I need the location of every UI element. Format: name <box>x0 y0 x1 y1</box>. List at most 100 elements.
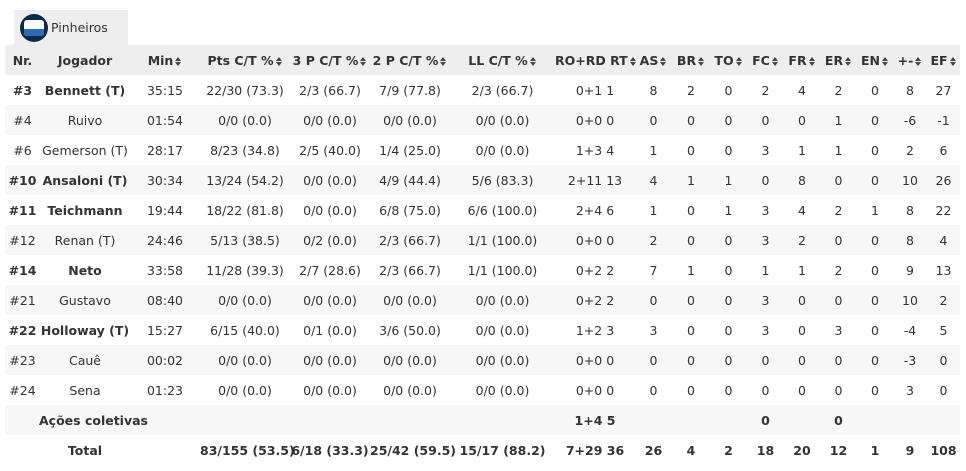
table-cell <box>893 405 927 435</box>
player-name[interactable]: Ansaloni (T) <box>40 165 130 195</box>
table-cell: 0/0 (0.0) <box>475 382 530 398</box>
sort-icon[interactable] <box>949 56 957 66</box>
sort-icon[interactable] <box>915 56 922 66</box>
table-cell: 0 <box>784 345 820 375</box>
table-cell <box>927 405 960 435</box>
player-name[interactable]: Sena <box>69 382 101 398</box>
player-name[interactable]: Ruivo <box>40 105 130 135</box>
table-cell: 15/17 (88.2) <box>459 442 546 458</box>
sort-icon[interactable] <box>808 56 816 66</box>
table-cell <box>857 405 893 435</box>
sort-icon[interactable] <box>698 56 705 66</box>
table-cell: 4/9 (44.4) <box>370 165 450 195</box>
column-header[interactable]: LL C/T % <box>450 45 555 75</box>
table-cell: 3 <box>834 322 843 338</box>
table-cell: 11/28 (39.3) <box>206 262 284 278</box>
column-header[interactable]: 3 P C/T % <box>290 45 370 75</box>
table-cell: 6/18 (33.3) <box>291 442 369 458</box>
table-cell: #23 <box>5 345 40 375</box>
table-cell: 0+0 0 <box>575 382 615 398</box>
table-cell: #4 <box>5 105 40 135</box>
table-cell: -3 <box>893 345 927 375</box>
table-cell: 5/6 (83.3) <box>450 165 555 195</box>
column-header-label: 2 P C/T % <box>372 52 439 68</box>
column-header[interactable]: TO <box>710 45 747 75</box>
table-cell: 1 <box>724 202 733 218</box>
table-cell: 0 <box>635 285 672 315</box>
table-cell: 0 <box>672 345 710 375</box>
column-header[interactable]: Pts C/T % <box>200 45 290 75</box>
column-header[interactable]: BR <box>672 45 710 75</box>
column-header[interactable]: FC <box>747 45 784 75</box>
table-cell: 6/6 (100.0) <box>467 202 538 218</box>
team-tab[interactable]: Pinheiros <box>14 10 128 45</box>
team-logo <box>20 13 48 42</box>
column-header[interactable]: FR <box>784 45 820 75</box>
column-header-label: AS <box>639 52 659 68</box>
table-cell: 0 <box>834 382 843 398</box>
player-name[interactable]: Gustavo <box>40 285 130 315</box>
column-header[interactable]: EN <box>857 45 893 75</box>
table-cell: 0/0 (0.0) <box>450 105 555 135</box>
column-header-label: Min <box>147 52 174 68</box>
column-header[interactable]: Min <box>130 45 200 75</box>
sort-icon[interactable] <box>882 56 889 66</box>
table-cell: 83/155 (53.5) <box>200 442 295 458</box>
table-cell: 1+4 5 <box>555 405 635 435</box>
table-row: #4 Ruivo 01:54 0/0 (0.0) 0/0 (0.0) 0/0 (0.0) 0… <box>5 105 960 135</box>
table-cell: 0 <box>724 82 733 98</box>
sort-icon[interactable] <box>440 56 447 66</box>
player-name[interactable]: Gemerson (T) <box>42 142 128 158</box>
table-cell: 0 <box>784 285 820 315</box>
table-cell: 0 <box>927 345 960 375</box>
column-header-label: +- <box>897 52 914 68</box>
sort-icon[interactable] <box>529 56 537 66</box>
column-header[interactable]: AS <box>635 45 672 75</box>
team-actions-row: Ações coletivas 1+4 5 0 0 <box>5 405 960 435</box>
column-header-label: Jogador <box>57 52 113 68</box>
table-cell: 4 <box>635 165 672 195</box>
table-cell: #22 <box>8 322 37 338</box>
column-header[interactable]: +- <box>893 45 927 75</box>
player-name[interactable]: Teichmann <box>47 202 123 218</box>
table-cell: 0 <box>871 322 879 338</box>
player-name[interactable]: Cauê <box>40 345 130 375</box>
table-cell: 0/0 (0.0) <box>475 142 530 158</box>
table-cell: 2 <box>687 82 695 98</box>
table-cell: 0/0 (0.0) <box>290 105 370 135</box>
sort-icon[interactable] <box>771 56 779 66</box>
player-name[interactable]: Neto <box>68 262 102 278</box>
table-cell: 0 <box>710 345 747 375</box>
table-cell: 0 <box>820 405 857 435</box>
sort-icon[interactable] <box>845 56 852 66</box>
table-cell: 3 <box>747 285 784 315</box>
column-header[interactable]: EF <box>927 45 960 75</box>
column-header[interactable]: RO+RD RT <box>555 45 637 75</box>
sort-icon[interactable] <box>175 56 182 66</box>
table-cell: 0 <box>857 225 893 255</box>
player-name[interactable]: Holloway (T) <box>40 322 130 338</box>
sort-icon[interactable] <box>275 56 283 66</box>
table-cell: 27 <box>935 82 952 98</box>
column-header-label: LL C/T % <box>468 52 528 68</box>
table-cell: 0 <box>687 142 695 158</box>
table-cell: 3 <box>761 142 770 158</box>
table-cell: 0+0 0 <box>555 225 635 255</box>
sort-icon[interactable] <box>360 56 367 66</box>
column-header[interactable]: 2 P C/T % <box>370 45 450 75</box>
table-cell: 0/0 (0.0) <box>450 285 555 315</box>
table-cell: 0 <box>871 82 879 98</box>
table-cell: 0 <box>687 382 695 398</box>
table-row: #22 Holloway (T) 15:27 6/15 (40.0) 0/1 (0.0)… <box>5 315 960 345</box>
table-cell: 0 <box>672 105 710 135</box>
column-header[interactable]: ER <box>820 45 857 75</box>
player-name[interactable]: Renan (T) <box>40 225 130 255</box>
table-cell: 1 <box>710 165 747 195</box>
player-name[interactable]: Bennett (T) <box>44 82 126 98</box>
table-cell: 2+11 13 <box>555 165 635 195</box>
sort-icon[interactable] <box>629 56 637 66</box>
table-cell: 2 <box>927 285 960 315</box>
sort-icon[interactable] <box>735 56 743 66</box>
table-cell: 1/4 (25.0) <box>379 142 441 158</box>
sort-icon[interactable] <box>660 56 667 66</box>
